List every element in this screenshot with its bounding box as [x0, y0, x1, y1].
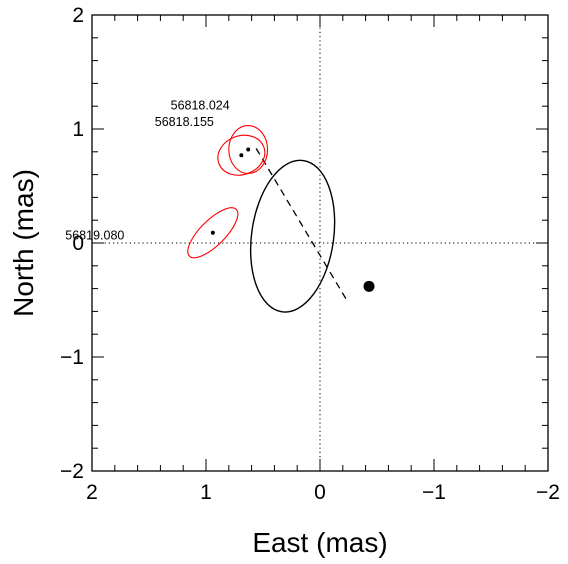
x-tick-label: 1	[200, 481, 212, 504]
y-axis-title: North (mas)	[8, 169, 39, 317]
x-tick-label: −2	[536, 481, 560, 504]
axis-ticks	[91, 14, 549, 472]
orbit-layer	[249, 148, 375, 313]
y-tick-label: 2	[72, 4, 84, 27]
y-tick-label: 1	[72, 118, 84, 141]
observation-point	[210, 230, 215, 235]
reference-lines	[92, 15, 548, 471]
y-tick-label: 0	[72, 232, 84, 255]
x-tick-label: 0	[314, 481, 326, 504]
orbit-ellipse	[249, 159, 336, 313]
epoch-label: 56818.155	[155, 115, 214, 129]
x-tick-label: −1	[422, 481, 446, 504]
error-ellipse	[217, 134, 266, 176]
epoch-label: 56819.080	[65, 229, 124, 243]
observation-point	[246, 147, 251, 152]
y-tick-label: −2	[60, 460, 84, 483]
epoch-label: 56818.024	[171, 99, 230, 113]
primary-star-marker	[363, 280, 375, 292]
x-axis-title: East (mas)	[252, 527, 387, 558]
line-of-nodes	[255, 148, 348, 302]
observations-layer: 56818.024 56818.155 56819.080	[65, 99, 269, 259]
y-tick-label: −1	[60, 346, 84, 369]
observation-point	[239, 153, 244, 158]
error-ellipse	[187, 207, 239, 259]
x-tick-label: 2	[86, 481, 98, 504]
